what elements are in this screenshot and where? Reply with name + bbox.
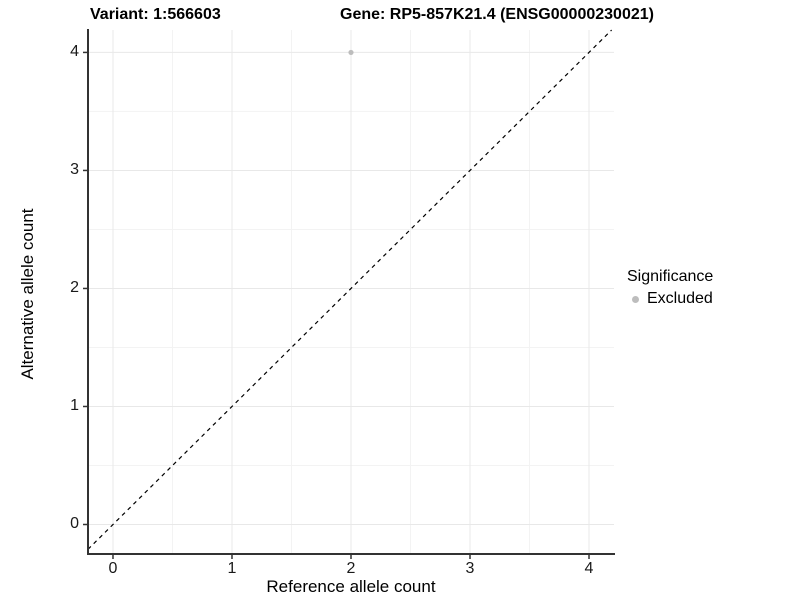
legend-entry-label: Excluded [647,290,713,307]
legend-title: Significance [627,268,714,285]
plot-title-variant: Variant: 1:566603 [90,6,221,23]
y-tick-label: 4 [70,43,79,61]
plot-panel [83,29,615,559]
legend-point-icon [627,291,644,308]
y-tick-label: 1 [70,397,79,415]
y-tick-label: 2 [70,279,79,297]
excluded-dot-icon [632,295,639,303]
plot-title-gene: Gene: RP5-857K21.4 (ENSG00000230021) [340,6,654,23]
x-tick-label: 3 [465,560,475,577]
data-point [348,49,354,56]
legend: Significance Excluded [627,268,713,308]
y-tick-label: 3 [70,161,79,179]
x-tick-label: 2 [346,560,356,577]
legend-entry-excluded: Excluded [627,290,713,308]
x-tick-label: 1 [227,560,237,577]
y-tick-label: 0 [70,515,79,533]
identity-line [87,29,613,550]
plot-svg [83,29,615,559]
y-axis-title: Alternative allele count [18,208,37,380]
x-tick-label: 4 [584,560,594,577]
x-tick-label: 0 [108,560,118,577]
x-axis-title: Reference allele count [266,577,436,596]
